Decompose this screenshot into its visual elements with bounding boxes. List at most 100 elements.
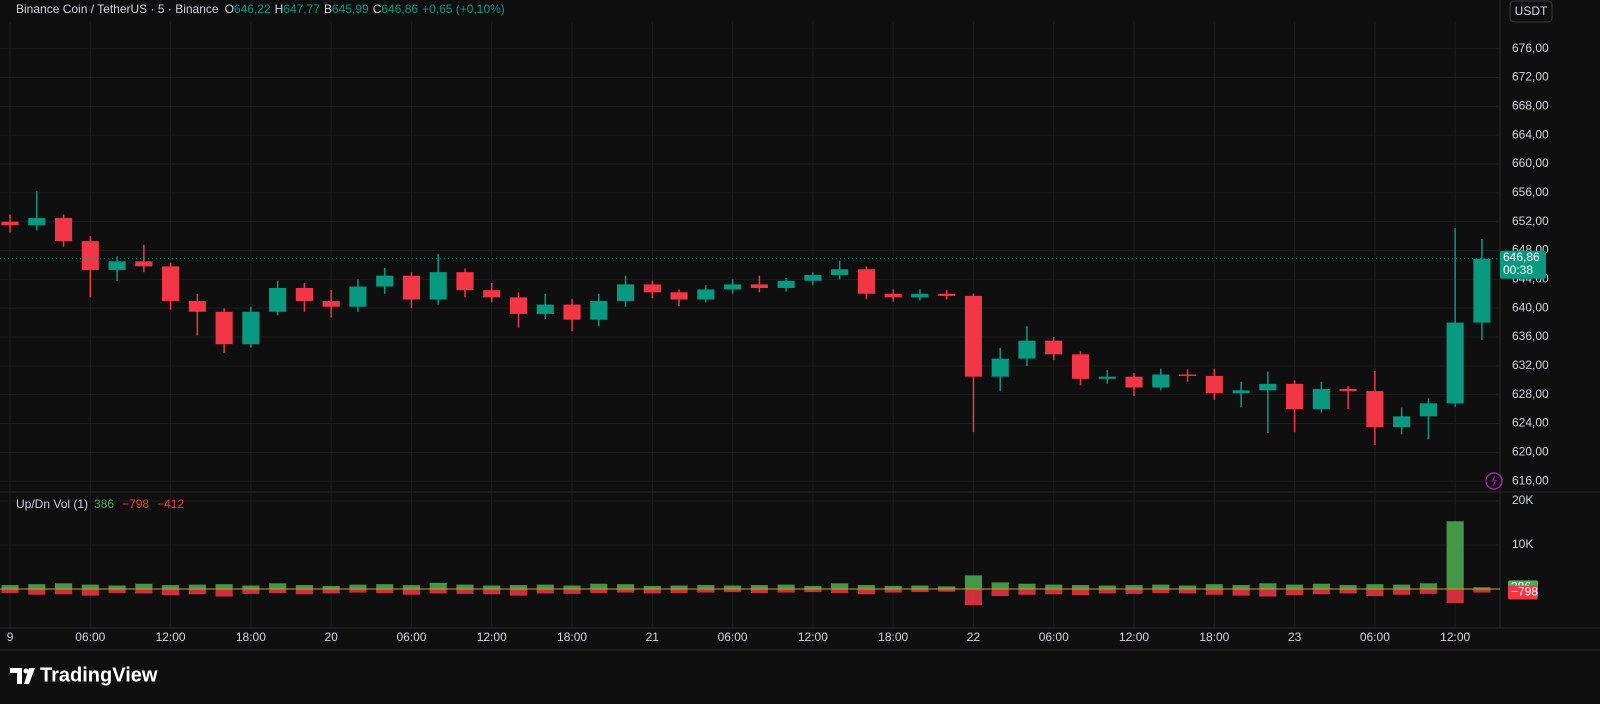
candle-body xyxy=(1205,375,1223,394)
volume-bar xyxy=(322,589,340,594)
volume-bar xyxy=(590,589,608,593)
candle-body xyxy=(857,269,875,294)
volume-bar xyxy=(670,585,688,590)
volume-bar xyxy=(429,589,447,594)
volume-bar xyxy=(857,585,875,590)
candle-body xyxy=(750,284,768,288)
change: +0,65 (+0,10%) xyxy=(422,2,505,16)
x-tick-label: 20 xyxy=(324,630,338,644)
volume-bar xyxy=(616,584,635,590)
candle-body xyxy=(483,290,501,298)
volume-bar xyxy=(295,585,313,590)
volume-bar xyxy=(1286,584,1304,590)
volume-bar xyxy=(269,583,287,590)
volume-bar xyxy=(964,575,983,590)
candle-body xyxy=(884,293,902,298)
volume-bar xyxy=(777,584,795,590)
volume-bar xyxy=(162,585,180,590)
x-tick-label: 06:00 xyxy=(1360,630,1390,644)
volume-bar xyxy=(1045,589,1063,595)
y-tick-label: 636,00 xyxy=(1512,329,1549,343)
x-tick-label: 12:00 xyxy=(156,630,186,644)
x-tick-label: 23 xyxy=(1288,630,1302,644)
x-tick-label: 12:00 xyxy=(798,630,828,644)
y-tick-label: 668,00 xyxy=(1512,99,1549,113)
logo xyxy=(10,668,35,684)
volume-bar xyxy=(483,589,501,595)
candle-body xyxy=(563,304,581,320)
volume-bar xyxy=(1393,589,1411,595)
candle-body xyxy=(28,218,46,226)
volume-bar xyxy=(188,589,206,595)
candle-body xyxy=(135,261,153,267)
y-tick-label: 632,00 xyxy=(1512,358,1549,372)
candle-body xyxy=(188,300,206,312)
volume-bar xyxy=(242,585,260,590)
candle-body xyxy=(938,293,956,296)
currency[interactable]: USDT xyxy=(1515,4,1548,18)
volume-bar xyxy=(1366,589,1384,597)
currency-button[interactable] xyxy=(1509,0,1553,23)
volume-bar xyxy=(1339,589,1357,594)
volume-bar xyxy=(563,585,581,590)
last-volume-badge xyxy=(1508,585,1538,600)
volume-bar xyxy=(1125,585,1143,590)
volume-bar xyxy=(536,584,554,590)
candle-body xyxy=(1312,388,1330,410)
volume-bar xyxy=(242,589,260,594)
y-tick-label: 624,00 xyxy=(1512,416,1549,430)
volume-title: Up/Dn Vol (1) xyxy=(16,497,88,511)
volume-bar xyxy=(1286,589,1304,596)
y-tick-label: 10K xyxy=(1512,537,1533,551)
volume-bar xyxy=(349,589,367,593)
candle-body xyxy=(536,304,554,314)
volume-bar xyxy=(911,585,929,590)
volume-bar xyxy=(1018,589,1036,595)
candle-body xyxy=(1393,416,1411,428)
candle-body xyxy=(269,287,287,312)
candle-body xyxy=(1018,340,1036,359)
volume-legend-value: −412 xyxy=(157,497,184,511)
y-tick-label: 656,00 xyxy=(1512,185,1549,199)
volume-bar xyxy=(1446,521,1464,590)
volume-bar xyxy=(429,582,447,590)
candle-body xyxy=(81,241,99,270)
ohlc-value: 645,99 xyxy=(332,2,369,16)
y-tick-label: 628,00 xyxy=(1512,387,1549,401)
volume-bar xyxy=(643,585,661,590)
volume-bar xyxy=(135,583,153,590)
volume-bar xyxy=(1045,584,1063,590)
volume-bar xyxy=(509,589,528,596)
candle-body xyxy=(1152,374,1170,388)
volume-bar xyxy=(1232,585,1250,590)
volume-bar xyxy=(964,589,983,606)
y-tick-label: 672,00 xyxy=(1512,70,1549,84)
volume-bar xyxy=(670,589,688,593)
candle-body xyxy=(697,289,715,300)
candle-body xyxy=(670,292,688,300)
candle-body xyxy=(831,269,849,276)
volume-bar xyxy=(884,589,902,593)
last-price-label: 646,86 xyxy=(1503,250,1540,264)
candle-body xyxy=(1259,383,1277,391)
last-volume-label: −798 xyxy=(1511,585,1538,599)
candle-body xyxy=(777,280,795,288)
volume-bar xyxy=(911,589,929,593)
x-tick-label: 9 xyxy=(7,630,14,644)
volume-bar xyxy=(590,583,608,590)
symbol: Binance Coin / TetherUS · 5 · Binance xyxy=(16,2,219,16)
candle-body xyxy=(1,221,19,226)
volume-bar xyxy=(831,583,849,590)
x-tick-label: 12:00 xyxy=(477,630,507,644)
volume-bar xyxy=(884,585,902,590)
candle-body xyxy=(1446,322,1464,404)
volume-bar xyxy=(402,585,421,590)
y-tick-label: 20K xyxy=(1512,493,1533,507)
y-tick-label: 676,00 xyxy=(1512,41,1549,55)
y-tick-label: 664,00 xyxy=(1512,127,1549,141)
volume-bar xyxy=(1259,589,1277,597)
ohlc-legend: O 646,22 H 647,77 B 645,99 C 646,86 +0,65 (+0,10… xyxy=(225,2,505,16)
candle-body xyxy=(108,261,126,270)
volume-bar xyxy=(1071,589,1090,596)
